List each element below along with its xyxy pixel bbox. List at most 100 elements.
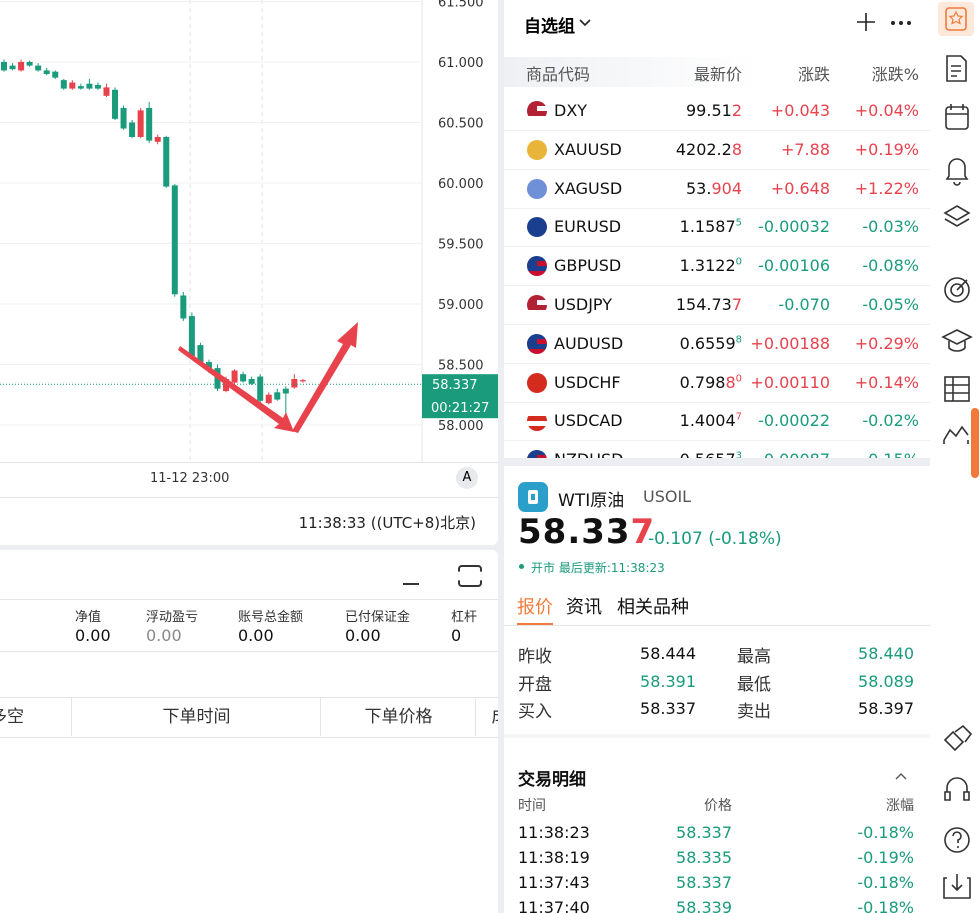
trade-cell: -0.18% xyxy=(857,873,914,892)
watchlist-row[interactable]: NZDUSD 0.56573 -0.00087 -0.15% xyxy=(504,441,930,458)
price-highlight: 7 xyxy=(630,512,656,552)
annotation-arrow xyxy=(292,322,358,433)
y-tick-label: 60.000 xyxy=(438,177,484,192)
chart-panel: 61.500 61.000 60.500 60.000 59.500 59.000 58.5… xyxy=(0,0,498,545)
price: 1.15875 xyxy=(680,217,742,236)
trade-cell: 58.337 xyxy=(676,823,732,842)
time-label: 11-12 23:00 xyxy=(150,471,230,486)
stat-value: 58.444 xyxy=(640,644,696,663)
price-main: 1.1587 xyxy=(679,217,736,237)
flag-icon xyxy=(527,101,547,121)
symbol: NZDUSD xyxy=(554,450,623,458)
column-header: 商品代码 xyxy=(526,65,591,84)
watchlist-row[interactable]: GBPUSD 1.31220 -0.00106 -0.08% xyxy=(504,247,930,287)
flag-canton xyxy=(527,256,537,267)
candle-body xyxy=(35,65,42,71)
trade-cell: 11:37:43 xyxy=(518,873,590,892)
price-main: 1.3122 xyxy=(679,256,736,276)
quote-price: 58.337 xyxy=(518,512,655,552)
y-tick-label: 58.500 xyxy=(438,358,484,373)
watchlist-row[interactable]: XAUUSD 4202.28 +7.88 +0.19% xyxy=(504,131,930,170)
candle-body xyxy=(197,345,204,363)
trades-header: 涨幅 xyxy=(886,798,914,814)
watchlist-row[interactable]: DXY 99.512 +0.043 +0.04% xyxy=(504,92,930,131)
symbol: EURUSD xyxy=(554,217,622,237)
price: 0.56573 xyxy=(680,450,742,458)
y-tick-label: 58.000 xyxy=(438,419,484,434)
price-pip: 3 xyxy=(735,450,742,458)
divider xyxy=(0,599,498,600)
flag-icon xyxy=(527,178,547,199)
symbol-icon xyxy=(518,482,548,512)
y-tick-label: 60.500 xyxy=(438,116,484,131)
column-header: 涨跌% xyxy=(871,65,919,84)
add-button[interactable] xyxy=(856,12,876,32)
price-highlight: 7 xyxy=(731,295,742,314)
tab[interactable]: 报价 xyxy=(517,597,553,618)
account-label: 已付保证金 xyxy=(345,610,411,625)
minimize-button[interactable] xyxy=(403,583,419,585)
tab[interactable]: 资讯 xyxy=(566,597,602,618)
column-header-bg xyxy=(504,57,930,87)
watchlist-row[interactable]: USDCAD 1.40047 -0.00022 -0.02% xyxy=(504,402,930,442)
trade-cell: 58.337 xyxy=(676,873,732,892)
change-percent: +0.04% xyxy=(854,101,919,120)
stat-value: 58.337 xyxy=(640,699,696,718)
y-tick-label: 61.000 xyxy=(438,56,484,71)
symbol-code: USOIL xyxy=(643,487,692,506)
watchlist-row[interactable]: USDJPY 154.737 -0.070 -0.05% xyxy=(504,286,930,325)
collapse-button[interactable] xyxy=(894,771,908,781)
candle-body xyxy=(77,86,84,89)
price-highlight: 904 xyxy=(711,178,742,198)
symbol: GBPUSD xyxy=(554,256,622,276)
order-column-header: 下单价格 xyxy=(320,698,476,736)
price: 1.31220 xyxy=(680,256,742,275)
quote-status: 开市 最后更新:11:38:23 xyxy=(531,561,665,575)
change: +7.88 xyxy=(780,139,830,159)
tab[interactable]: 相关品种 xyxy=(617,597,689,618)
price-pip: 7 xyxy=(735,412,742,424)
divider xyxy=(504,625,930,626)
candle-body xyxy=(154,136,161,142)
price: 53.904 xyxy=(686,179,742,198)
price: 1.40047 xyxy=(680,411,742,430)
candle-body xyxy=(1,61,7,71)
scale-mode-button[interactable]: A xyxy=(456,467,478,489)
chart: 61.500 61.000 60.500 60.000 59.500 59.000 58.5… xyxy=(0,0,498,462)
change-percent: -0.05% xyxy=(862,295,919,314)
stat-label: 最低 xyxy=(737,674,771,695)
flag-icon xyxy=(527,372,547,393)
stat-label: 昨收 xyxy=(518,647,552,667)
stat-label: 开盘 xyxy=(518,674,552,695)
account-panel: 净值0.00浮动盈亏0.00账号总金额0.00已付保证金0.00杠杆0多空下单时… xyxy=(0,550,498,913)
watchlist-row[interactable]: XAGUSD 53.904 +0.648 +1.22% xyxy=(504,170,930,209)
trade-cell: 58.335 xyxy=(676,848,732,867)
watchlist-row[interactable]: EURUSD 1.15875 -0.00032 -0.03% xyxy=(504,208,930,248)
flag-icon xyxy=(527,333,547,354)
change: -0.00032 xyxy=(758,217,830,237)
watchlist-title[interactable]: 自选组 xyxy=(524,17,575,37)
quote-change: -0.107 (-0.18%) xyxy=(648,529,782,549)
more-button[interactable] xyxy=(890,19,912,27)
price-main: 0.798 xyxy=(679,372,726,392)
active-tab-underline xyxy=(517,623,553,625)
candle-body xyxy=(240,374,247,382)
account-value: 0.00 xyxy=(238,626,274,645)
candle-body xyxy=(103,87,110,96)
trades-title: 交易明细 xyxy=(518,770,586,790)
maximize-button[interactable] xyxy=(458,565,482,587)
watchlist-row[interactable]: AUDUSD 0.65598 +0.00188 +0.29% xyxy=(504,325,930,364)
y-tick-label: 59.500 xyxy=(438,237,484,252)
trade-cell: 11:38:19 xyxy=(518,848,590,867)
candle-body xyxy=(248,378,255,384)
price-main: 58.33 xyxy=(518,512,631,552)
candle-body xyxy=(69,82,76,89)
candle-body xyxy=(257,376,264,401)
flag-canton xyxy=(527,101,537,111)
change: +0.00188 xyxy=(750,333,830,353)
candle-body xyxy=(86,83,93,89)
candle-body xyxy=(129,122,136,137)
last-price-label: 58.337 xyxy=(432,378,478,393)
watchlist-row[interactable]: USDCHF 0.79880 +0.00110 +0.14% xyxy=(504,364,930,403)
